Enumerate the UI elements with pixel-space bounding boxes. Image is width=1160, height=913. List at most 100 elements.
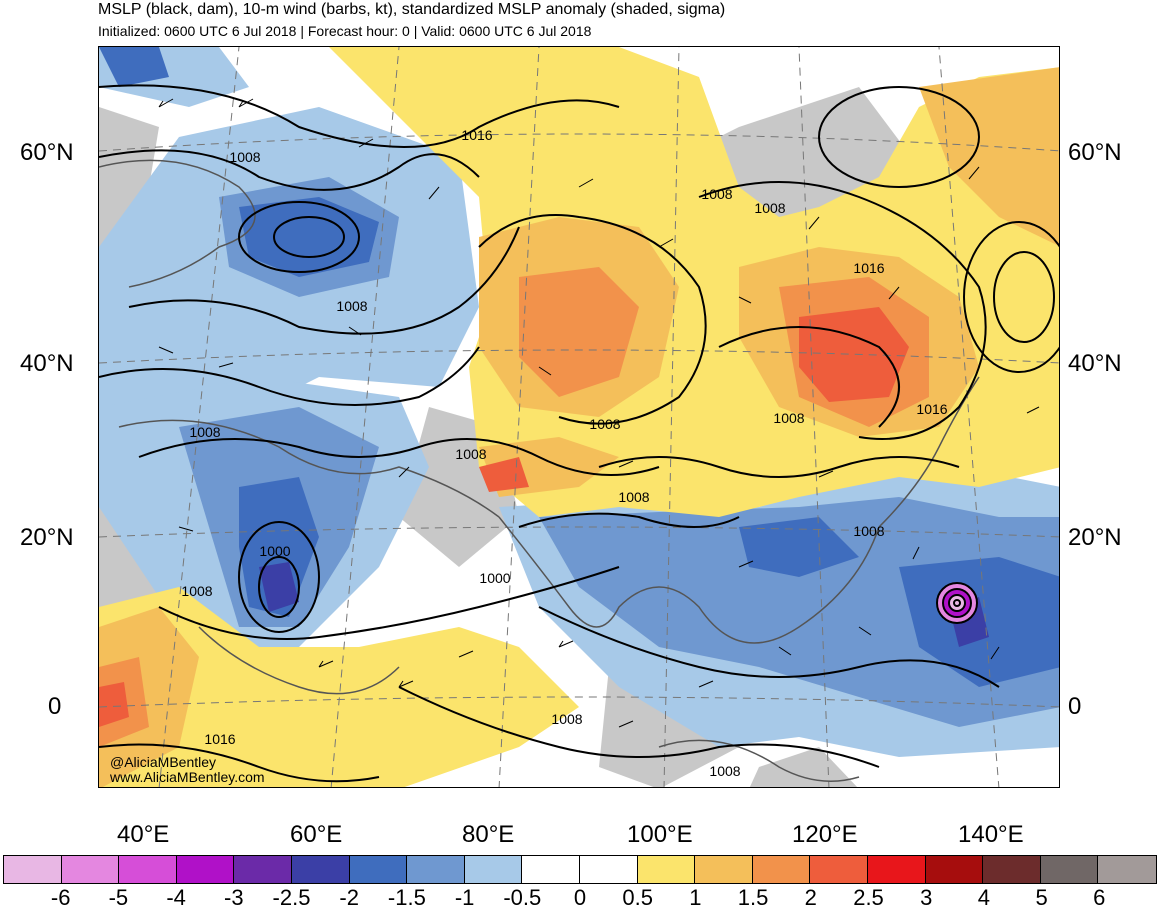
isobar bbox=[598, 456, 960, 478]
lon-label: 40°E bbox=[117, 821, 170, 848]
wind-barbs bbox=[158, 98, 1040, 728]
wind-barb bbox=[912, 546, 920, 560]
lat-label-left: 0 bbox=[48, 693, 62, 720]
colorbar-swatch bbox=[234, 856, 292, 883]
credit-site: www.AliciaMBentley.com bbox=[110, 769, 265, 785]
colorbar-tick-label: 6 bbox=[1093, 885, 1106, 910]
isobar bbox=[963, 221, 1059, 373]
isobar bbox=[818, 86, 980, 188]
wind-barb bbox=[158, 346, 174, 354]
coastline bbox=[658, 739, 860, 782]
wind-barb bbox=[238, 98, 254, 108]
darkest-blue-region bbox=[259, 562, 299, 612]
wind-barb bbox=[558, 640, 574, 648]
colorbar-swatch bbox=[522, 856, 580, 883]
colorbar-swatch bbox=[4, 856, 62, 883]
coastline bbox=[498, 516, 880, 644]
wind-barb bbox=[618, 720, 634, 728]
isobar-label: 1008 bbox=[589, 416, 620, 432]
colorbar-tick-label: 1.5 bbox=[737, 885, 769, 910]
isobar-label: 1008 bbox=[701, 186, 732, 202]
colorbar-tick-label: -0.5 bbox=[503, 885, 542, 910]
colorbar-swatch bbox=[464, 856, 523, 883]
wind-barb bbox=[218, 362, 234, 368]
wind-barb bbox=[538, 366, 552, 376]
wind-barb bbox=[738, 296, 752, 304]
isobar bbox=[158, 566, 620, 640]
graticule bbox=[99, 47, 1059, 787]
isobar bbox=[518, 512, 740, 528]
isobar-label: 1016 bbox=[461, 127, 492, 143]
isobar bbox=[993, 251, 1055, 343]
colorbar-swatch bbox=[695, 856, 753, 883]
wind-barb bbox=[318, 660, 334, 668]
lon-line bbox=[158, 47, 240, 787]
map-graphic: 1016 1008 1008 1008 1008 1016 1008 1008 … bbox=[99, 47, 1059, 787]
lon-label: 140°E bbox=[958, 821, 1024, 848]
wind-barb bbox=[618, 460, 634, 468]
wind-barb bbox=[158, 98, 174, 108]
dark-blue-region bbox=[739, 517, 859, 577]
colorbar-swatch bbox=[810, 856, 868, 883]
colorbar-swatch bbox=[983, 856, 1041, 883]
colorbar-tick-label: 2.5 bbox=[853, 885, 884, 910]
lon-label: 120°E bbox=[792, 821, 858, 848]
colorbar-swatch bbox=[867, 856, 926, 883]
colorbar-swatch bbox=[1098, 856, 1156, 883]
isobar bbox=[258, 556, 300, 618]
map-subtitle: Initialized: 0600 UTC 6 Jul 2018 | Forec… bbox=[98, 23, 592, 39]
colorbar-tick-label: -1 bbox=[454, 885, 475, 910]
wind-barb bbox=[398, 466, 410, 478]
lat-label-right: 40°N bbox=[1068, 350, 1122, 377]
anomaly-shading bbox=[99, 47, 1059, 787]
isobar bbox=[99, 346, 480, 406]
deep-orange-region bbox=[519, 267, 639, 397]
red-orange-region bbox=[99, 682, 129, 727]
lat-label-left: 20°N bbox=[20, 524, 74, 551]
isobar bbox=[273, 216, 345, 258]
lat-label-left: 40°N bbox=[20, 350, 74, 377]
colorbar-tick-label: -6 bbox=[50, 885, 71, 910]
grey-region bbox=[749, 747, 858, 787]
lon-label: 80°E bbox=[462, 821, 515, 848]
colorbar-tick-label: 0 bbox=[573, 885, 587, 910]
isobar bbox=[138, 438, 660, 476]
colorbar-swatch bbox=[637, 856, 696, 883]
credit-handle: @AliciaMBentley bbox=[110, 754, 217, 770]
isobar-label: 1008 bbox=[551, 711, 582, 727]
coastline bbox=[99, 159, 256, 288]
isobar bbox=[398, 686, 880, 768]
colorbar-tick-label: -3 bbox=[224, 885, 244, 910]
colorbar-swatch bbox=[61, 856, 120, 883]
colorbar-swatch bbox=[291, 856, 350, 883]
dark-blue-region bbox=[239, 197, 379, 277]
isobar-label: 1016 bbox=[916, 401, 947, 417]
wind-barb bbox=[738, 560, 754, 568]
wind-barb bbox=[1026, 406, 1040, 414]
isobar bbox=[238, 201, 360, 273]
isobar-label: 1016 bbox=[204, 731, 235, 747]
wind-barb bbox=[348, 326, 362, 336]
lat-label-right: 60°N bbox=[1068, 139, 1122, 166]
wind-barb bbox=[358, 138, 374, 148]
map-panel: 1016 1008 1008 1008 1008 1016 1008 1008 … bbox=[98, 46, 1060, 788]
red-orange-region bbox=[799, 307, 909, 402]
isobar bbox=[538, 606, 1000, 688]
yellow-region bbox=[99, 587, 579, 787]
colorbar-tick-label: -2.5 bbox=[272, 885, 311, 910]
colorbar-tick-label: 1 bbox=[689, 885, 702, 910]
colorbar-tick-label: 2 bbox=[804, 885, 817, 910]
colorbar-tick-label: -1.5 bbox=[387, 885, 426, 910]
isobar bbox=[99, 149, 480, 191]
colorbar-tick-label: -5 bbox=[108, 885, 129, 910]
wind-barb bbox=[808, 216, 820, 230]
coastline bbox=[198, 626, 400, 695]
colorbar-tick-label: -2 bbox=[339, 885, 359, 910]
wind-barb bbox=[458, 650, 474, 658]
wind-barb bbox=[428, 186, 440, 200]
colorbar-tick-label: 5 bbox=[1035, 885, 1048, 910]
wind-barb bbox=[818, 470, 834, 478]
isobar-label: 1008 bbox=[709, 763, 740, 779]
colorbar-swatch bbox=[925, 856, 984, 883]
lon-label: 60°E bbox=[290, 821, 343, 848]
